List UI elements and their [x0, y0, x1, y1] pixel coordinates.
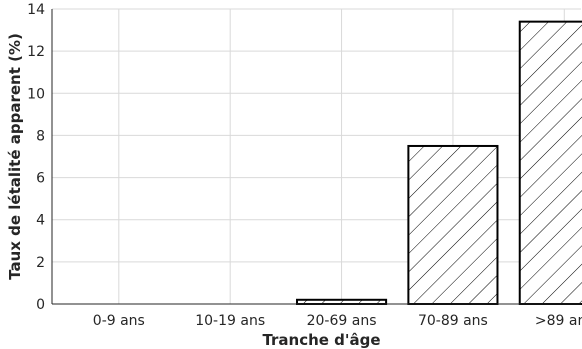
y-axis-label: Taux de létalité apparent (%) — [6, 33, 24, 280]
y-tick-label: 8 — [36, 128, 45, 144]
x-tick-label: >89 ans — [535, 313, 582, 329]
x-tick-label: 70-89 ans — [418, 313, 488, 329]
y-tick-label: 2 — [36, 255, 45, 271]
bar — [296, 298, 388, 305]
axes: 0 2 4 6 8 10 12 14 0-9 ans 10-19 ans 20-69 ans 70-8… — [27, 2, 582, 329]
x-tick-label: 20-69 ans — [307, 313, 377, 329]
y-tick-label: 6 — [36, 171, 45, 187]
y-tick-label: 10 — [27, 86, 45, 102]
y-tick-label: 14 — [27, 2, 45, 18]
x-axis-label: Tranche d'âge — [262, 331, 380, 349]
x-tick-label: 10-19 ans — [195, 313, 265, 329]
x-tick-label: 0-9 ans — [93, 313, 145, 329]
bar — [407, 144, 499, 305]
y-tick-label: 0 — [36, 297, 45, 313]
y-tick-label: 12 — [27, 44, 45, 60]
grid — [52, 8, 581, 305]
y-tick-label: 4 — [36, 213, 45, 229]
bar — [518, 20, 582, 306]
